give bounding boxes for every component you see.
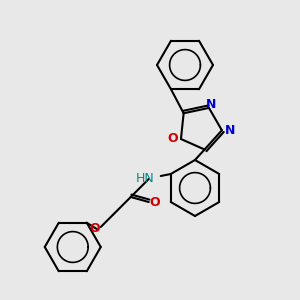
Text: N: N [206, 98, 216, 111]
Text: O: O [149, 196, 160, 208]
Text: HN: HN [136, 172, 155, 184]
Text: O: O [89, 223, 100, 236]
Text: O: O [168, 133, 178, 146]
Text: N: N [225, 124, 235, 137]
